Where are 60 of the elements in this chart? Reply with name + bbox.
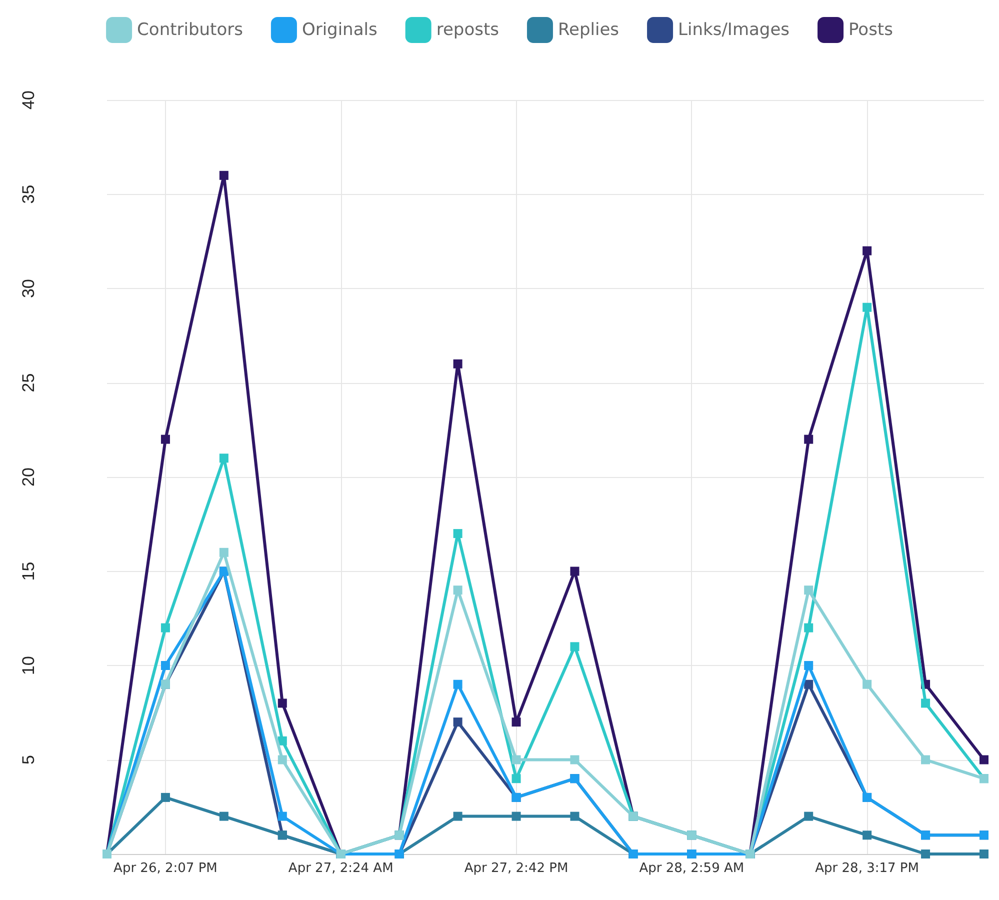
point [804,680,814,689]
point [278,736,287,746]
point [278,812,287,821]
y-tick-label: 25 [19,373,38,392]
x-tick-label: Apr 28, 2:59 AM [639,861,744,876]
point [862,302,872,312]
y-tick-label: 5 [19,755,38,764]
legend-label: Posts [848,20,894,40]
x-tick-label: Apr 28, 3:17 PM [815,861,919,876]
point [570,642,580,652]
point [278,698,287,708]
point [804,812,814,821]
point [453,812,462,821]
point [278,755,287,764]
point [160,661,170,670]
point [862,246,872,256]
y-tick-label: 15 [19,562,38,581]
point [804,661,814,670]
point [921,850,930,858]
point [570,812,580,821]
point [512,718,521,727]
legend-label: reposts [436,20,500,40]
y-tick-label: 40 [19,90,38,110]
point [453,718,462,727]
y-tick-label: 30 [19,279,38,298]
point [453,359,462,368]
point [980,850,988,858]
point [160,792,170,802]
legend-label: Links/Images [678,20,790,40]
x-tick-label: Apr 27, 2:24 AM [288,861,394,876]
point [570,755,580,764]
point [804,434,814,444]
point [804,586,814,595]
point [862,830,872,840]
y-tick-label: 35 [19,184,38,204]
point [453,529,462,538]
point [921,755,930,764]
point [453,586,462,595]
legend-label: Originals [302,20,378,40]
x-tick-label: Apr 26, 2:07 PM [114,861,218,876]
point [219,812,228,821]
point [219,548,228,557]
point [160,434,170,444]
legend-label: Replies [558,20,620,40]
point [862,680,872,689]
point [453,680,462,689]
y-tick-label: 20 [19,468,38,486]
point [512,774,521,784]
y-tick-label: 10 [19,656,38,675]
point [160,623,170,632]
legend-label: Contributors [137,20,244,40]
point [980,755,988,764]
point [219,170,228,180]
point [512,812,521,821]
point [512,755,521,764]
point [921,698,930,708]
point [804,623,814,632]
point [570,566,580,576]
point [219,454,228,463]
x-tick-label: Apr 27, 2:42 PM [464,861,568,876]
